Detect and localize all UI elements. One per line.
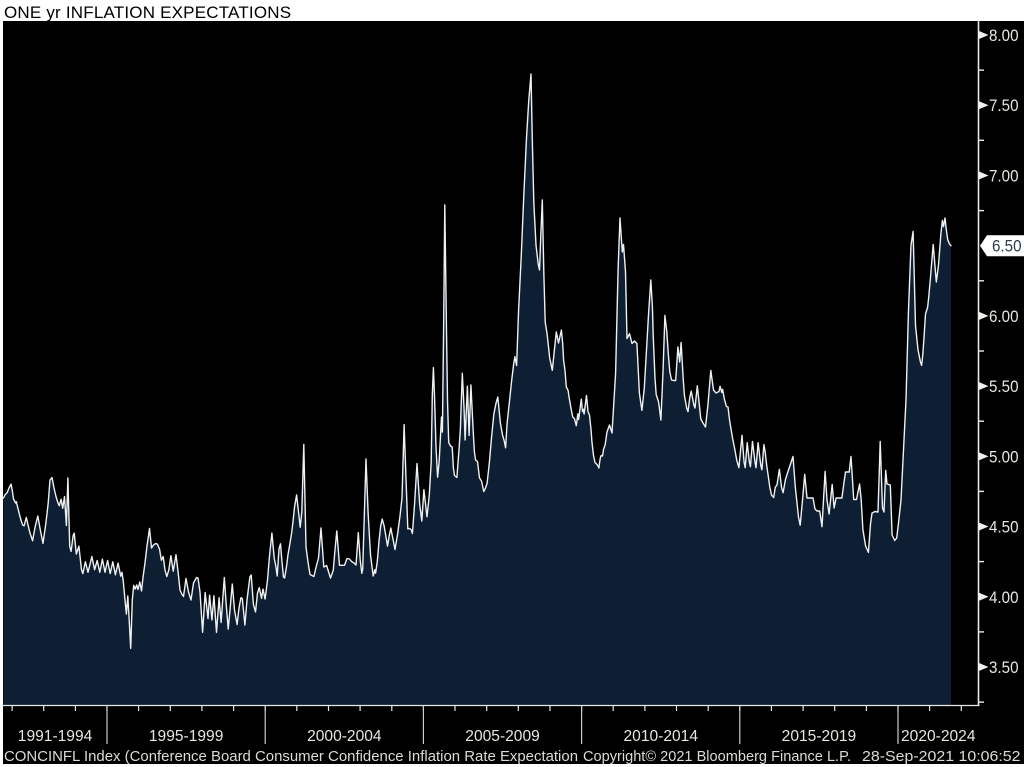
svg-text:28-Sep-2021 10:06:52: 28-Sep-2021 10:06:52 (862, 748, 1021, 765)
svg-text:2010-2014: 2010-2014 (624, 728, 699, 745)
svg-text:2000-2004: 2000-2004 (307, 728, 382, 745)
svg-text:3.50: 3.50 (989, 659, 1019, 677)
svg-text:4.50: 4.50 (989, 519, 1019, 537)
svg-text:4.00: 4.00 (989, 589, 1019, 607)
svg-text:8.00: 8.00 (989, 27, 1019, 45)
svg-text:1991-1994: 1991-1994 (18, 728, 93, 745)
svg-text:6.50: 6.50 (992, 238, 1022, 256)
svg-text:5.00: 5.00 (989, 448, 1019, 466)
svg-text:2015-2019: 2015-2019 (782, 728, 857, 745)
svg-text:5.50: 5.50 (989, 378, 1019, 396)
svg-text:7.50: 7.50 (989, 97, 1019, 115)
svg-text:Copyright© 2021 Bloomberg Fina: Copyright© 2021 Bloomberg Finance L.P. (583, 748, 851, 765)
svg-text:2020-2024: 2020-2024 (901, 728, 976, 745)
svg-text:1995-1999: 1995-1999 (149, 728, 224, 745)
svg-text:CONCINFL Index (Conference Boa: CONCINFL Index (Conference Board Consume… (4, 748, 578, 765)
svg-text:2005-2009: 2005-2009 (465, 728, 540, 745)
svg-text:6.00: 6.00 (989, 308, 1019, 326)
svg-text:7.00: 7.00 (989, 167, 1019, 185)
